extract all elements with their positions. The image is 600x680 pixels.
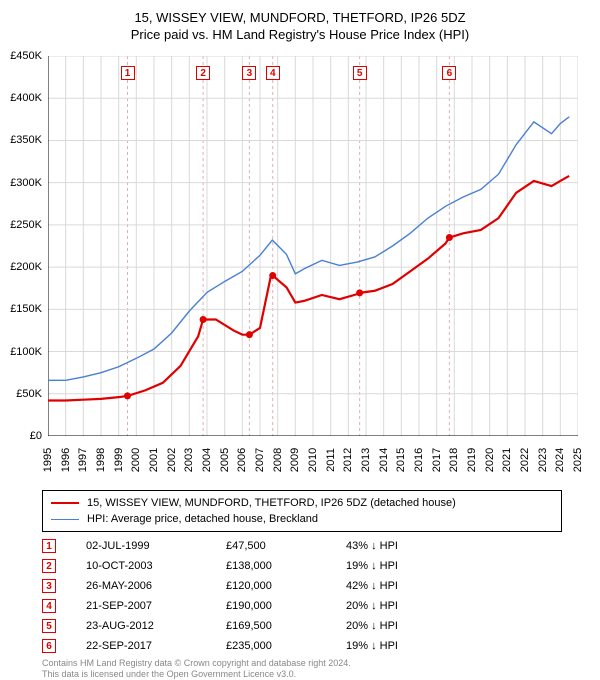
x-tick-label: 2018 xyxy=(448,448,460,472)
x-tick-label: 1999 xyxy=(113,448,125,472)
y-tick-label: £250K xyxy=(10,219,42,231)
event-number: 1 xyxy=(42,539,56,553)
y-tick-label: £450K xyxy=(10,50,42,62)
x-tick-label: 2002 xyxy=(166,448,178,472)
event-row: 6 22-SEP-2017£235,00019% ↓ HPI xyxy=(42,636,562,656)
x-tick-label: 2000 xyxy=(130,448,142,472)
event-comparison: 19% ↓ HPI xyxy=(346,560,562,572)
y-tick-label: £100K xyxy=(10,346,42,358)
x-tick-label: 2003 xyxy=(183,448,195,472)
x-tick-label: 2014 xyxy=(378,448,390,472)
event-number: 3 xyxy=(42,579,56,593)
x-tick-label: 2016 xyxy=(413,448,425,472)
event-number: 6 xyxy=(42,639,56,653)
event-price: £120,000 xyxy=(226,580,346,592)
legend-swatch-blue xyxy=(51,519,79,520)
legend: 15, WISSEY VIEW, MUNDFORD, THETFORD, IP2… xyxy=(42,490,562,532)
event-marker: 5 xyxy=(353,66,367,80)
title-line1: 15, WISSEY VIEW, MUNDFORD, THETFORD, IP2… xyxy=(0,10,600,25)
x-tick-label: 2022 xyxy=(519,448,531,472)
x-tick-label: 2019 xyxy=(466,448,478,472)
x-tick-label: 1995 xyxy=(42,448,54,472)
event-row: 2 10-OCT-2003£138,00019% ↓ HPI xyxy=(42,556,562,576)
x-tick-label: 2020 xyxy=(484,448,496,472)
event-marker: 2 xyxy=(196,66,210,80)
x-tick-label: 2004 xyxy=(201,448,213,472)
event-comparison: 20% ↓ HPI xyxy=(346,620,562,632)
x-tick-label: 2012 xyxy=(342,448,354,472)
event-marker: 1 xyxy=(121,66,135,80)
event-date: 21-SEP-2007 xyxy=(86,600,226,612)
event-comparison: 43% ↓ HPI xyxy=(346,540,562,552)
footer-line2: This data is licensed under the Open Gov… xyxy=(42,669,351,680)
legend-row-blue: HPI: Average price, detached house, Brec… xyxy=(51,511,553,527)
x-tick-label: 2025 xyxy=(572,448,584,472)
y-tick-label: £50K xyxy=(16,388,42,400)
x-tick-label: 2009 xyxy=(289,448,301,472)
event-date: 10-OCT-2003 xyxy=(86,560,226,572)
x-tick-label: 2008 xyxy=(272,448,284,472)
x-tick-label: 1997 xyxy=(77,448,89,472)
event-marker: 6 xyxy=(442,66,456,80)
events-table: 1 02-JUL-1999£47,50043% ↓ HPI 2 10-OCT-2003… xyxy=(42,536,562,656)
x-tick-label: 2013 xyxy=(360,448,372,472)
event-comparison: 42% ↓ HPI xyxy=(346,580,562,592)
x-tick-label: 1998 xyxy=(95,448,107,472)
event-price: £138,000 xyxy=(226,560,346,572)
x-tick-label: 2006 xyxy=(236,448,248,472)
x-tick-label: 2001 xyxy=(148,448,160,472)
x-tick-label: 2023 xyxy=(537,448,549,472)
legend-row-red: 15, WISSEY VIEW, MUNDFORD, THETFORD, IP2… xyxy=(51,495,553,511)
event-date: 02-JUL-1999 xyxy=(86,540,226,552)
event-marker: 4 xyxy=(266,66,280,80)
x-tick-label: 2015 xyxy=(395,448,407,472)
y-tick-label: £150K xyxy=(10,303,42,315)
x-tick-label: 2024 xyxy=(554,448,566,472)
footer-line1: Contains HM Land Registry data © Crown c… xyxy=(42,658,351,668)
chart-area: £0£50K£100K£150K£200K£250K£300K£350K£400… xyxy=(48,56,578,436)
x-tick-label: 2017 xyxy=(431,448,443,472)
x-tick-label: 1996 xyxy=(60,448,72,472)
y-tick-label: £0 xyxy=(30,430,42,442)
event-comparison: 20% ↓ HPI xyxy=(346,600,562,612)
y-tick-label: £200K xyxy=(10,261,42,273)
event-number: 2 xyxy=(42,559,56,573)
event-row: 4 21-SEP-2007£190,00020% ↓ HPI xyxy=(42,596,562,616)
event-number: 5 xyxy=(42,619,56,633)
event-comparison: 19% ↓ HPI xyxy=(346,640,562,652)
event-price: £47,500 xyxy=(226,540,346,552)
y-tick-label: £300K xyxy=(10,177,42,189)
chart-title: 15, WISSEY VIEW, MUNDFORD, THETFORD, IP2… xyxy=(0,0,600,42)
x-tick-label: 2021 xyxy=(501,448,513,472)
event-row: 3 26-MAY-2006£120,00042% ↓ HPI xyxy=(42,576,562,596)
x-tick-label: 2007 xyxy=(254,448,266,472)
event-date: 26-MAY-2006 xyxy=(86,580,226,592)
footer-attribution: Contains HM Land Registry data © Crown c… xyxy=(42,658,351,680)
legend-label-blue: HPI: Average price, detached house, Brec… xyxy=(87,513,318,525)
title-line2: Price paid vs. HM Land Registry's House … xyxy=(0,27,600,42)
event-row: 5 23-AUG-2012£169,50020% ↓ HPI xyxy=(42,616,562,636)
y-tick-label: £350K xyxy=(10,134,42,146)
x-tick-label: 2011 xyxy=(325,448,337,472)
x-tick-label: 2010 xyxy=(307,448,319,472)
event-number: 4 xyxy=(42,599,56,613)
chart-svg xyxy=(48,56,578,436)
event-price: £190,000 xyxy=(226,600,346,612)
event-marker: 3 xyxy=(242,66,256,80)
event-price: £235,000 xyxy=(226,640,346,652)
y-tick-label: £400K xyxy=(10,92,42,104)
x-tick-label: 2005 xyxy=(219,448,231,472)
legend-label-red: 15, WISSEY VIEW, MUNDFORD, THETFORD, IP2… xyxy=(87,497,456,509)
event-price: £169,500 xyxy=(226,620,346,632)
event-date: 22-SEP-2017 xyxy=(86,640,226,652)
legend-swatch-red xyxy=(51,502,79,504)
event-row: 1 02-JUL-1999£47,50043% ↓ HPI xyxy=(42,536,562,556)
event-date: 23-AUG-2012 xyxy=(86,620,226,632)
